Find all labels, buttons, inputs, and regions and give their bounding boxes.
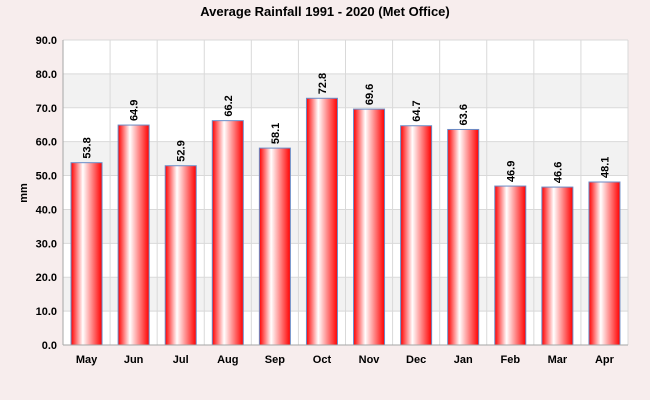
- y-tick-label: 50.0: [36, 171, 57, 183]
- bar-sep: [258, 147, 291, 346]
- data-label: 58.1: [270, 123, 282, 144]
- chart-title: Average Rainfall 1991 - 2020 (Met Office…: [200, 4, 450, 19]
- x-tick-label: Nov: [359, 354, 381, 366]
- y-tick-label: 80.0: [36, 69, 57, 81]
- data-label: 64.7: [411, 100, 423, 121]
- data-label: 52.9: [176, 140, 188, 161]
- y-tick-label: 10.0: [36, 306, 57, 318]
- bar-aug: [211, 120, 244, 346]
- x-tick-label: Jul: [173, 354, 189, 366]
- y-tick-label: 60.0: [36, 137, 57, 149]
- data-label: 64.9: [129, 100, 141, 121]
- data-label: 66.2: [223, 95, 235, 116]
- x-tick-label: Sep: [265, 354, 285, 366]
- y-tick-label: 40.0: [36, 204, 57, 216]
- data-label: 69.6: [364, 84, 376, 105]
- y-tick-label: 0.0: [42, 340, 57, 352]
- data-label: 63.6: [458, 104, 470, 125]
- data-label: 46.9: [505, 161, 517, 182]
- y-tick-label: 30.0: [36, 238, 57, 250]
- x-tick-label: Apr: [595, 354, 615, 366]
- bar-jul: [164, 165, 197, 346]
- x-tick-label: Feb: [501, 354, 521, 366]
- x-tick-label: Oct: [313, 354, 332, 366]
- x-tick-label: May: [76, 354, 98, 366]
- data-label: 53.8: [82, 137, 94, 158]
- data-label: 48.1: [599, 157, 611, 178]
- plot-area: 0.0 10.0 20.0 30.0 40.0 50.0 60.0 70.0 80.0 90.0 5…: [36, 35, 629, 366]
- bar-feb: [494, 185, 527, 346]
- data-label: 46.6: [552, 162, 564, 183]
- y-tick-label: 20.0: [36, 272, 57, 284]
- bar-jan: [447, 128, 480, 346]
- y-axis-label: mm: [18, 183, 30, 203]
- bar-oct: [305, 97, 338, 346]
- bar-may: [70, 162, 103, 346]
- x-tick-label: Jun: [124, 354, 144, 366]
- y-tick-label: 90.0: [36, 35, 57, 47]
- bar-nov: [353, 108, 386, 346]
- x-tick-label: Dec: [406, 354, 426, 366]
- data-label: 72.8: [317, 73, 329, 94]
- bar-mar: [541, 186, 574, 346]
- bar-apr: [588, 181, 621, 346]
- x-tick-label: Aug: [217, 354, 238, 366]
- y-tick-label: 70.0: [36, 103, 57, 115]
- bar-dec: [400, 125, 433, 346]
- x-tick-label: Mar: [548, 354, 568, 366]
- bar-jun: [117, 124, 150, 346]
- x-tick-label: Jan: [454, 354, 473, 366]
